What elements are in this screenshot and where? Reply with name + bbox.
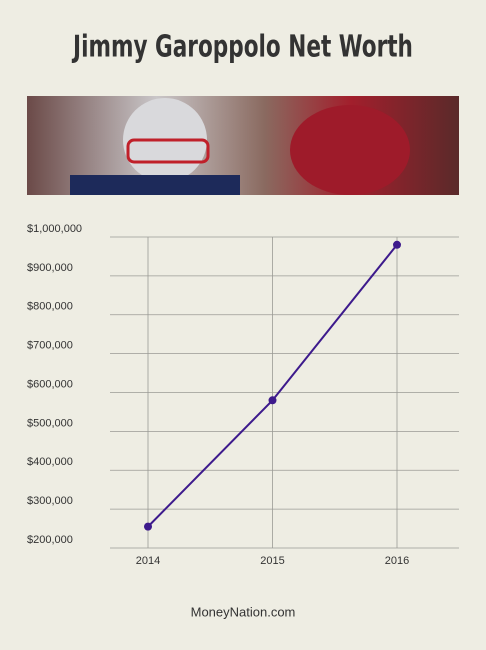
y-tick-label: $300,000 [27,495,73,507]
data-point [268,396,277,405]
x-tick-label: 2015 [260,555,284,567]
y-tick-label: $900,000 [27,262,73,274]
header-photo [27,96,459,195]
y-tick-label: $400,000 [27,456,73,468]
data-point [144,522,152,531]
y-tick-label: $600,000 [27,378,73,390]
y-tick-label: $700,000 [27,340,73,352]
x-tick-label: 2014 [136,555,160,567]
y-tick-label: $1,000,000 [27,223,82,235]
y-tick-label: $500,000 [27,417,73,429]
chart-title: Jimmy Garoppolo Net Worth [71,30,413,64]
y-tick-label: $800,000 [27,301,73,313]
data-point [393,240,401,249]
x-tick-label: 2016 [385,555,409,567]
y-tick-label: $200,000 [27,534,73,546]
footer: MoneyNation.com [191,604,296,619]
